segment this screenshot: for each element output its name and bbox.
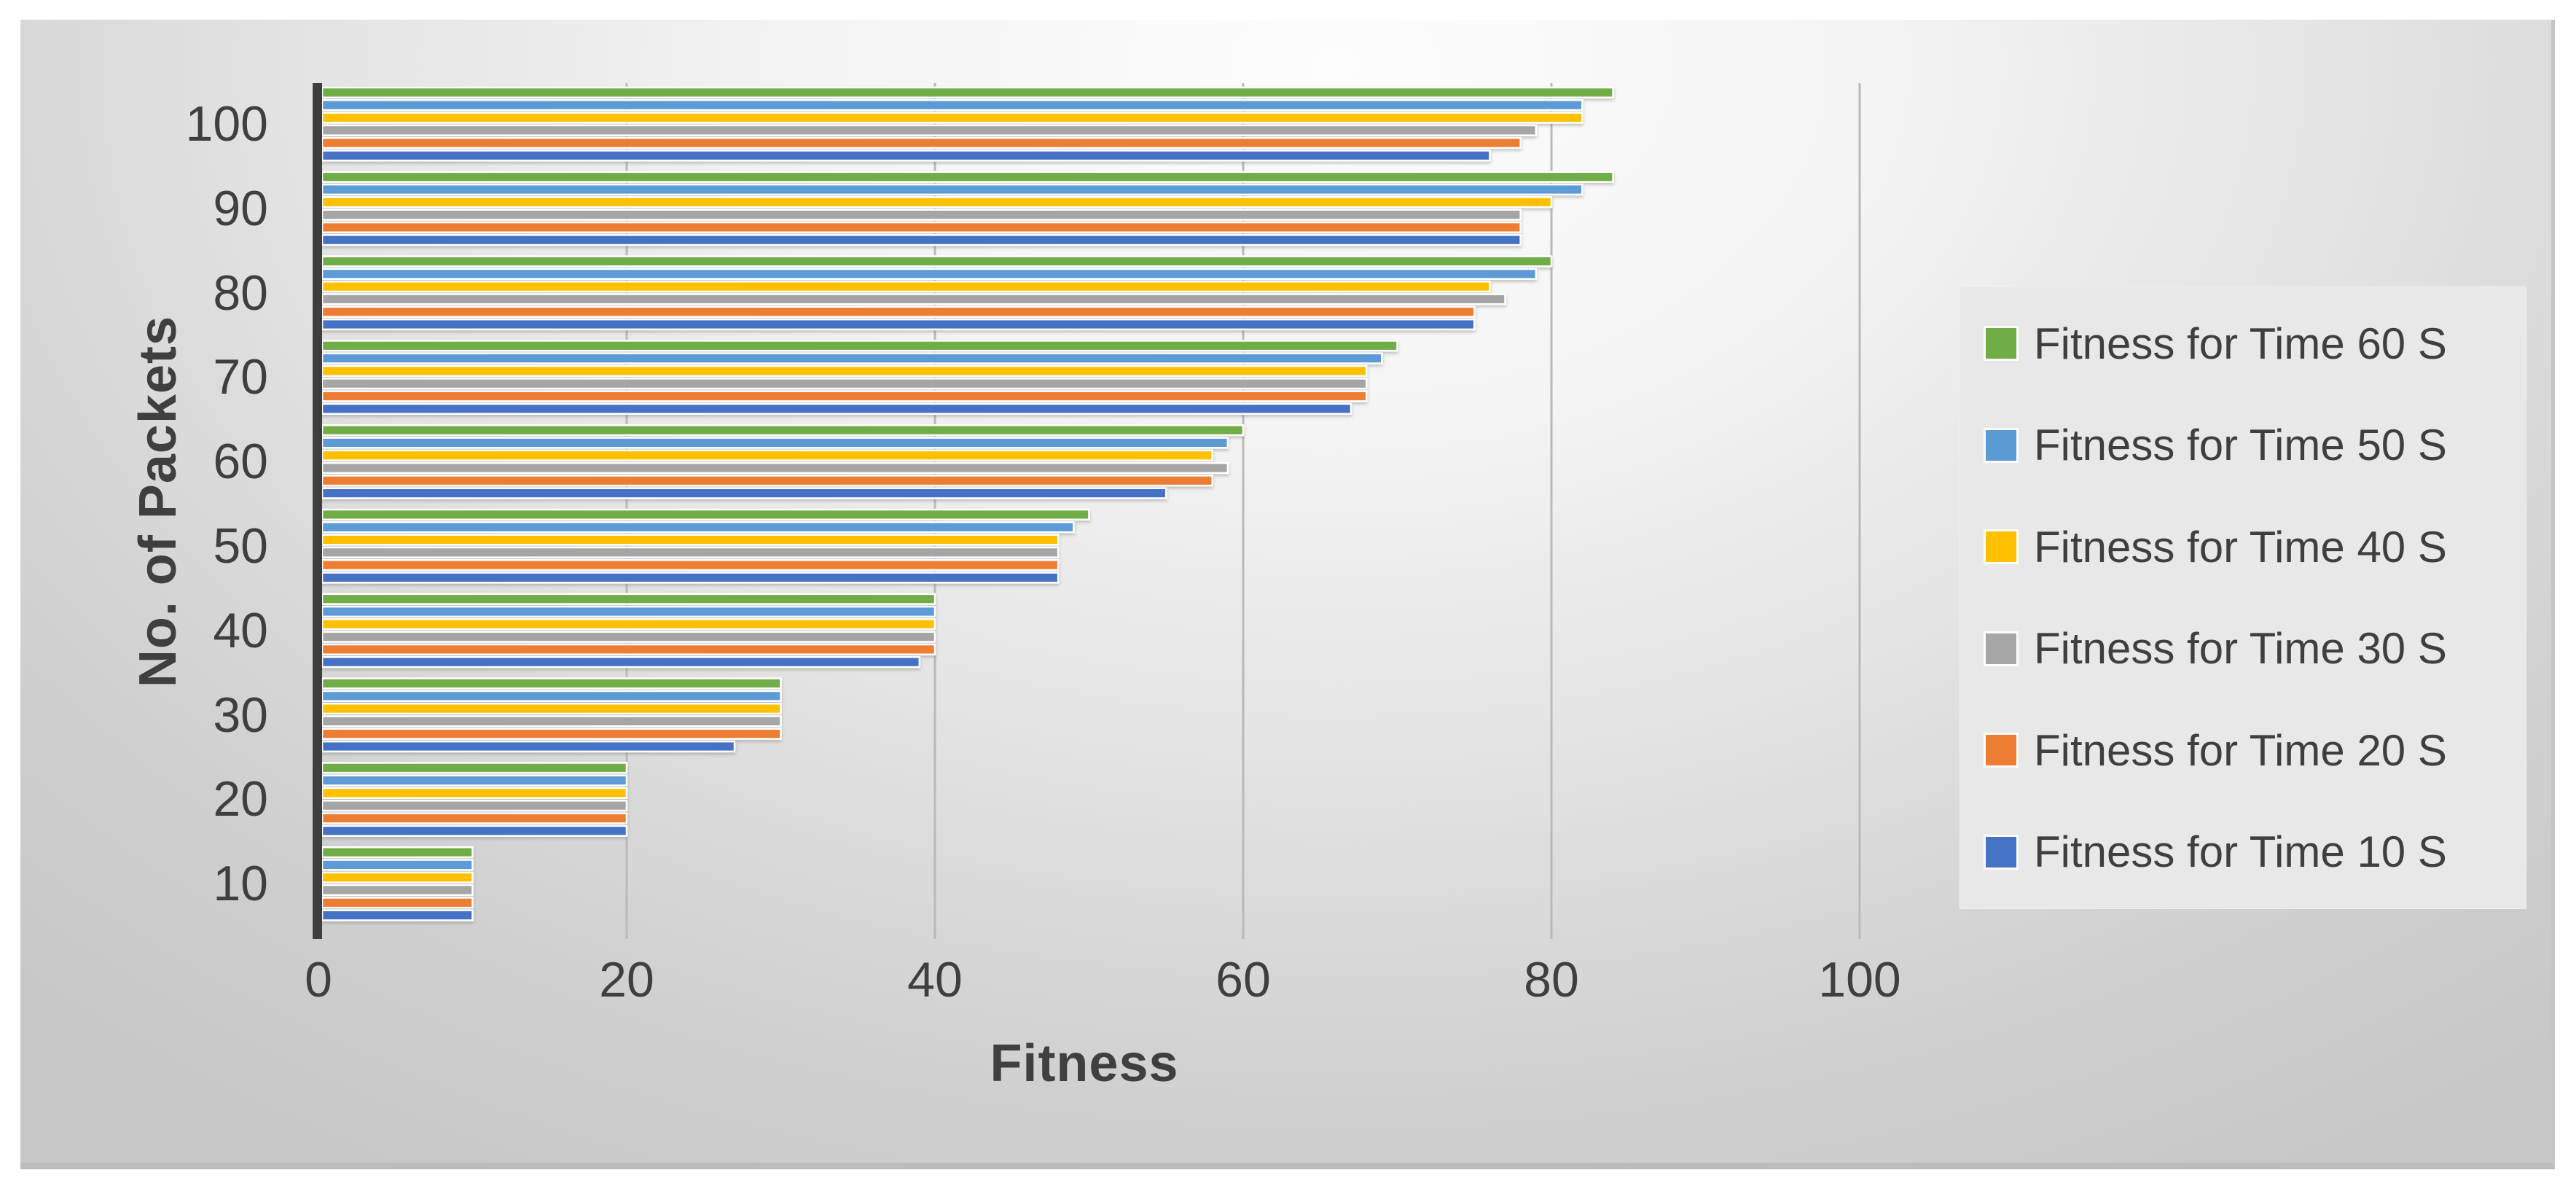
x-axis-title: Fitness (990, 1034, 1179, 1093)
legend-swatch-icon (1984, 834, 2019, 870)
gridline-x-100 (1858, 83, 1861, 939)
y-tick-label-60: 60 (213, 434, 268, 490)
legend-label: Fitness for Time 30 S (2034, 624, 2447, 674)
y-tick-label-10: 10 (213, 856, 268, 912)
legend-label: Fitness for Time 40 S (2034, 522, 2447, 572)
y-tick-label-20: 20 (213, 771, 268, 827)
legend-item-3: Fitness for Time 40 S (1984, 516, 2526, 577)
legend-label: Fitness for Time 10 S (2034, 827, 2447, 877)
legend-swatch-icon (1984, 733, 2019, 768)
x-tick-label-60: 60 (1215, 952, 1271, 1007)
legend-swatch-icon (1984, 326, 2019, 361)
y-tick-label-90: 90 (213, 180, 268, 236)
x-tick-label-20: 20 (599, 952, 654, 1007)
legend-item-6: Fitness for Time 10 S (1984, 822, 2526, 883)
legend-label: Fitness for Time 20 S (2034, 725, 2447, 775)
legend-swatch-icon (1984, 529, 2019, 565)
x-tick-label-80: 80 (1524, 952, 1579, 1007)
gridline-x-60 (1242, 83, 1245, 939)
bar-series (321, 86, 1614, 921)
y-axis-line (313, 83, 322, 939)
legend-swatch-icon (1984, 631, 2019, 666)
gridline-x-80 (1550, 83, 1553, 939)
axes (313, 83, 322, 939)
y-tick-label-50: 50 (213, 518, 268, 574)
legend-item-4: Fitness for Time 30 S (1984, 618, 2526, 679)
y-tick-label-70: 70 (213, 349, 268, 405)
y-tick-label-40: 40 (213, 602, 268, 658)
y-tick-label-30: 30 (213, 687, 268, 743)
x-tick-label-0: 0 (305, 952, 332, 1007)
y-tick-label-100: 100 (185, 96, 268, 152)
legend-swatch-icon (1984, 427, 2019, 463)
legend: Fitness for Time 60 S Fitness for Time 50… (1960, 287, 2526, 908)
y-tick-label-80: 80 (213, 265, 268, 321)
legend-item-2: Fitness for Time 50 S (1984, 415, 2526, 476)
x-tick-label-100: 100 (1818, 952, 1901, 1007)
legend-item-1: Fitness for Time 60 S (1984, 313, 2526, 374)
legend-label: Fitness for Time 50 S (2034, 421, 2447, 470)
legend-label: Fitness for Time 60 S (2034, 319, 2447, 368)
x-tick-label-40: 40 (907, 952, 963, 1007)
legend-item-5: Fitness for Time 20 S (1984, 720, 2526, 781)
